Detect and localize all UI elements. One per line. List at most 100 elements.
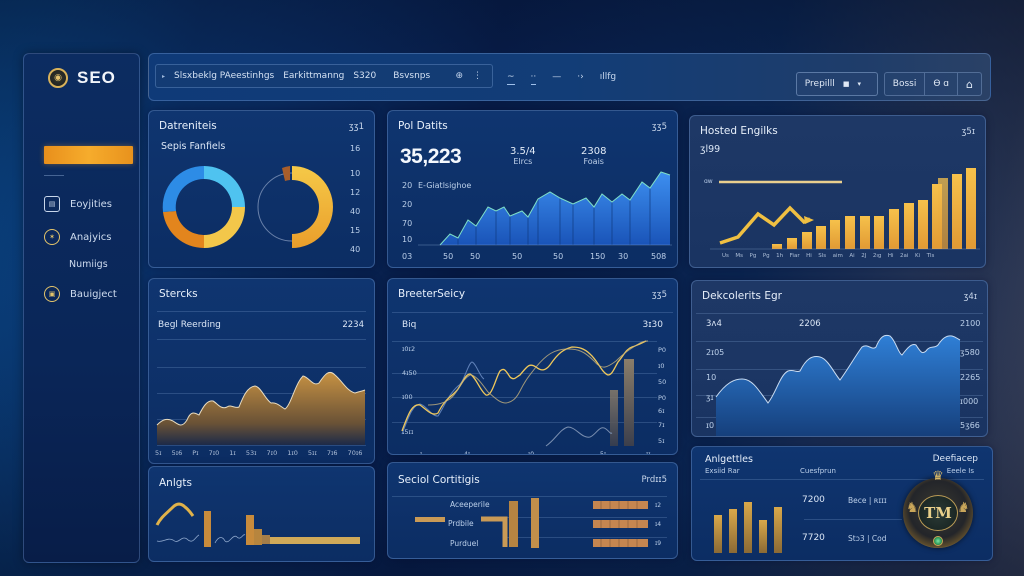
legend-value: 40: [350, 245, 361, 254]
y-tick: ɪ0: [706, 421, 715, 430]
search-caret-icon: ▸: [162, 72, 166, 80]
x-tick: Ki: [914, 253, 921, 259]
crown-icon: ♛: [932, 469, 944, 484]
legend-value: 10: [350, 169, 361, 178]
y-tick: P0: [658, 346, 667, 354]
card-title: BreeterSeicy: [398, 288, 466, 300]
x-tick: 5ɪ: [155, 449, 162, 457]
x-tick: 50: [512, 252, 523, 261]
card-title: Datreniteis: [159, 120, 217, 132]
x-tick: Ai: [849, 253, 855, 259]
y-tick: ɪ5ɪɪ: [402, 428, 414, 436]
x-tick: Sls: [818, 253, 827, 259]
card-title: Dekcolerits Egr: [702, 290, 782, 302]
lion-icon: ♞: [906, 500, 919, 516]
sidebar-subitem-numiigs[interactable]: Numiigs: [69, 259, 108, 270]
area-chart-blue: [715, 334, 961, 436]
card-value: ʒ4ɪ: [963, 292, 977, 302]
x-tick: 2ai: [900, 253, 909, 259]
add-icon[interactable]: ⊕: [455, 71, 463, 81]
home-icon[interactable]: ⌂: [958, 72, 982, 96]
card-social: Seciol Cortitigis Prdɪɪ5 Aceeperile Prdb…: [387, 462, 678, 559]
y-tick: ʒ580: [960, 348, 980, 357]
y-tick: 10: [706, 373, 717, 382]
donut-chart-b: [257, 166, 333, 248]
divider: [157, 311, 366, 312]
y-tick: 4ɪ50: [402, 369, 417, 377]
card-title: Hosted Engilks: [700, 125, 778, 137]
x-tick: 7ɪ0: [266, 449, 278, 457]
lock-icon: ▣: [44, 286, 60, 302]
top-link[interactable]: —: [552, 72, 562, 82]
search-input[interactable]: ▸ Slsxbeklg PAeestinhgs Earkittmanng S32…: [155, 64, 493, 88]
active-nav-highlight[interactable]: [44, 146, 133, 164]
x-axis-ticks: 5ɪ 5ɪ6 Pɪ 7ɪ0 1ɪ 53ɪ 7ɪ0 1ɪ0 5ɪɪ 7ɪ6 70ɪ…: [155, 449, 362, 457]
kpi-1: 3.5/4 Elrcs: [510, 147, 536, 167]
x-tick: ɪɪ: [646, 451, 651, 455]
chart-legend: E-Giatlsighoe: [418, 181, 472, 190]
kpi-label: Elrcs: [513, 157, 533, 166]
more-icon[interactable]: ⋮: [473, 71, 482, 81]
row-pct: ɪ2: [655, 502, 662, 509]
x-tick: ɪ0: [528, 451, 535, 455]
app-logo[interactable]: ◉ SEO: [48, 68, 116, 88]
top-link[interactable]: ··: [530, 72, 537, 85]
top-link[interactable]: ·›: [577, 72, 584, 82]
profile-select-label: Prepilll: [804, 79, 835, 89]
x-tick: 508: [651, 252, 667, 261]
column-header: Cuesfprun: [800, 467, 836, 475]
card-hosted-engines: Hosted Engilks ʒ5ɪ ʒl99 ɑw: [689, 115, 986, 268]
square-icon: ■: [842, 80, 850, 88]
settings-button[interactable]: Ɵ ɑ: [925, 72, 959, 96]
card-referrals: Dekcolerits Egr ʒ4ɪ 3ʌ4 2206 2ɪ05 10 ʒɪ …: [691, 280, 988, 437]
x-tick: Hi: [806, 253, 812, 259]
y-tick: P0: [658, 394, 667, 402]
profile-select[interactable]: Prepilll ■ ▾: [795, 72, 878, 96]
y-tick: 2100: [960, 319, 981, 328]
sidebar-item-analytics[interactable]: ✶ Anajyics: [44, 229, 112, 245]
top-bar: ▸ Slsxbeklg PAeestinhgs Earkittmanng S32…: [148, 53, 991, 101]
row-label: Stɔ3 | Cod: [848, 534, 887, 543]
x-axis-ticks: Us Ms Pg Pg 1h Fiar Hi Sls aim Ai 2J 2ıg…: [722, 253, 934, 259]
y-tick: 6ɪ: [658, 407, 665, 415]
card-anlgts: Anlgts: [148, 466, 375, 562]
card-title: Anlgettles: [705, 454, 753, 465]
sidebar-item-bauigject[interactable]: ▣ Bauigject: [44, 286, 117, 302]
legend-value: 40: [350, 207, 361, 216]
x-tick: 2J: [861, 253, 867, 259]
x-tick: 1ɪ: [229, 449, 236, 457]
x-tick: Pɪ: [192, 449, 199, 457]
area-bar-chart: [418, 171, 672, 246]
card-breaksalry: BreeterSeicy ʒʒ5 Biq 3ɪ30 ɪ0ɪ2 4ɪ50 ɪ00 …: [387, 278, 678, 455]
x-tick: Fiar: [789, 253, 800, 259]
top-link[interactable]: ıllfg: [599, 72, 617, 82]
area-chart-gold: [156, 371, 366, 445]
card-stencks: Stercks Begl Reerding 2234 5ɪ 5ɪ6 Pɪ 7ɪ0…: [148, 278, 375, 464]
right-header: 3ɪ30: [642, 320, 663, 330]
card-subtitle: Sepis Fanfiels: [161, 141, 226, 152]
y-tick: 50: [658, 378, 667, 386]
top-bar-actions: Prepilll ■ ▾ Bossi Ɵ ɑ ⌂: [795, 72, 982, 96]
logo-text: SEO: [77, 68, 116, 87]
y-tick: ɪ0ɪ2: [402, 345, 416, 353]
top-link[interactable]: ~: [507, 72, 515, 85]
card-title: Stercks: [159, 288, 198, 300]
sidebar-divider: [44, 175, 64, 176]
sidebar-item-eoyjities[interactable]: ▤ Eoyjities: [44, 196, 112, 212]
bossi-button[interactable]: Bossi: [883, 72, 926, 96]
search-segment: Bsvsnps: [393, 71, 431, 81]
x-tick: Tls: [926, 253, 935, 259]
gem-icon: [933, 536, 943, 546]
y-tick: 70: [402, 219, 413, 228]
y-tick: ɪ000: [960, 397, 979, 406]
y-tick: ɪ0: [658, 362, 665, 370]
mixed-mini-chart: [155, 502, 360, 547]
x-tick: 50: [470, 252, 481, 261]
trademark-badge-icon: ♛ ♞ ♞ TM: [903, 470, 973, 548]
right-subtitle: Eeele Is: [946, 467, 974, 475]
y-tick: 7ɪ: [658, 421, 665, 429]
x-tick: 7ɪ6: [326, 449, 338, 457]
kpi-value: 2308: [581, 146, 607, 157]
document-icon: ▤: [44, 196, 60, 212]
x-tick: Us: [722, 253, 729, 259]
